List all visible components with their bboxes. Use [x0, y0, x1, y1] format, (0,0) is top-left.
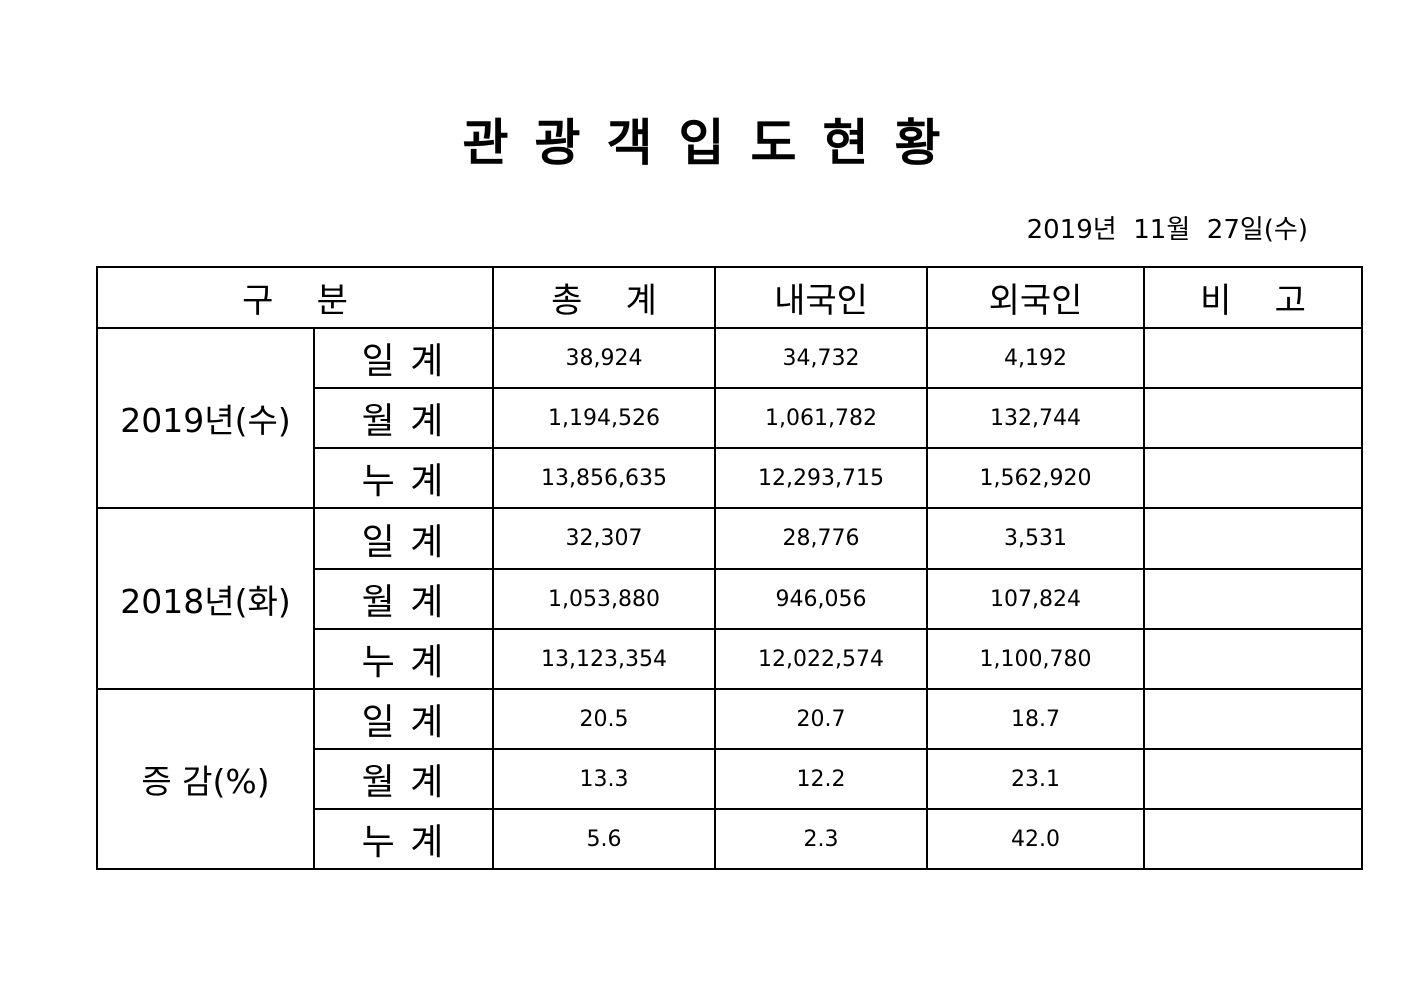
page-title: 관광객입도현황 — [462, 114, 967, 172]
cell-total: 13,123,354 — [492, 628, 717, 690]
header-foreign: 외국인 — [926, 266, 1146, 329]
cell-foreign: 18.7 — [926, 688, 1146, 750]
cell-foreign: 1,562,920 — [926, 447, 1146, 509]
cell-total: 1,053,880 — [492, 568, 717, 630]
cell-remarks — [1143, 808, 1364, 870]
cell-domestic: 34,732 — [714, 327, 929, 389]
table-header-row: 구 분 총 계 내국인 외국인 비 고 — [95, 266, 1364, 329]
row-label-daily: 일 계 — [312, 327, 495, 389]
cell-foreign: 1,100,780 — [926, 628, 1146, 690]
table-row: 누 계 13,856,635 12,293,715 1,562,920 — [97, 447, 1364, 509]
cell-foreign: 42.0 — [926, 808, 1146, 870]
row-label-daily: 일 계 — [312, 688, 495, 750]
cell-remarks — [1143, 387, 1364, 449]
cell-remarks — [1143, 507, 1364, 570]
header-domestic: 내국인 — [714, 266, 929, 329]
cell-total: 13,856,635 — [492, 447, 717, 509]
cell-remarks — [1143, 568, 1364, 630]
group-label-2018: 2018년(화) — [96, 507, 315, 690]
cell-foreign: 4,192 — [926, 327, 1146, 389]
cell-remarks — [1143, 447, 1364, 509]
table-row: 월 계 13.3 12.2 23.1 — [97, 748, 1364, 810]
row-label-monthly: 월 계 — [312, 387, 495, 449]
cell-total: 1,194,526 — [492, 387, 717, 449]
table-row: 월 계 1,053,880 946,056 107,824 — [97, 568, 1364, 630]
cell-foreign: 132,744 — [926, 387, 1146, 449]
tourist-arrivals-table: 구 분 총 계 내국인 외국인 비 고 2019년(수) 일 계 38,924 … — [95, 266, 1364, 870]
table-row: 누 계 13,123,354 12,022,574 1,100,780 — [97, 628, 1364, 690]
group-label-2019: 2019년(수) — [96, 327, 315, 509]
group-label-change-percent: 증 감(%) — [96, 688, 315, 870]
cell-domestic: 12,022,574 — [714, 628, 929, 690]
cell-total: 20.5 — [492, 688, 717, 750]
cell-remarks — [1143, 688, 1364, 750]
header-total: 총 계 — [492, 266, 717, 329]
header-category: 구 분 — [95, 266, 495, 329]
table-row: 2018년(화) 일 계 32,307 28,776 3,531 — [96, 507, 1364, 690]
row-label-cumulative: 누 계 — [312, 447, 495, 509]
cell-total: 38,924 — [492, 327, 717, 389]
cell-remarks — [1143, 628, 1364, 690]
cell-domestic: 12.2 — [714, 748, 929, 810]
cell-total: 13.3 — [492, 748, 717, 810]
row-label-daily: 일 계 — [312, 507, 495, 570]
report-date: 2019년 11월 27일(수) — [1026, 215, 1308, 245]
cell-domestic: 20.7 — [714, 688, 929, 750]
table-row: 월 계 1,194,526 1,061,782 132,744 — [97, 387, 1364, 449]
cell-foreign: 3,531 — [926, 507, 1146, 570]
table-row: 2019년(수) 일 계 38,924 34,732 4,192 — [96, 327, 1364, 509]
cell-domestic: 28,776 — [714, 507, 929, 570]
cell-foreign: 107,824 — [926, 568, 1146, 630]
row-label-cumulative: 누 계 — [312, 628, 495, 690]
cell-foreign: 23.1 — [926, 748, 1146, 810]
cell-domestic: 12,293,715 — [714, 447, 929, 509]
cell-remarks — [1143, 748, 1364, 810]
cell-domestic: 2.3 — [714, 808, 929, 870]
cell-total: 32,307 — [492, 507, 717, 570]
table-row: 증 감(%) 일 계 20.5 20.7 18.7 — [96, 688, 1364, 870]
row-label-monthly: 월 계 — [312, 748, 495, 810]
row-label-monthly: 월 계 — [312, 568, 495, 630]
header-remarks: 비 고 — [1143, 266, 1364, 329]
cell-domestic: 1,061,782 — [714, 387, 929, 449]
row-label-cumulative: 누 계 — [312, 808, 495, 870]
cell-domestic: 946,056 — [714, 568, 929, 630]
cell-total: 5.6 — [492, 808, 717, 870]
cell-remarks — [1143, 327, 1364, 389]
table-row: 누 계 5.6 2.3 42.0 — [97, 808, 1364, 870]
